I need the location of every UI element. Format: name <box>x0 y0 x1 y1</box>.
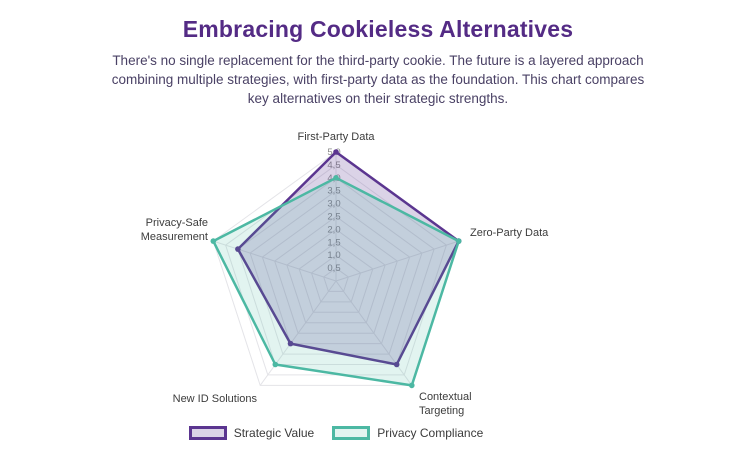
radar-tick-label: 3,0 <box>327 199 340 210</box>
radar-axis-labels: First-Party Data Zero-Party Data Contextua… <box>141 131 549 417</box>
radar-axis-label: Contextual <box>419 391 472 403</box>
radar-grid-ring <box>237 177 435 365</box>
radar-axis-label: Measurement <box>141 231 208 243</box>
radar-tick-label: 2,5 <box>327 212 340 223</box>
radar-spoke <box>259 280 337 386</box>
series-point <box>455 238 462 244</box>
radar-spoke <box>213 240 337 282</box>
radar-tick-label: 3,5 <box>327 186 340 197</box>
series-point <box>409 382 415 389</box>
radar-axis-label: New ID Solutions <box>173 393 258 405</box>
radar-chart-area: 0,51,01,52,02,53,03,54,04,55,0First-Part… <box>0 110 756 422</box>
series-point <box>272 361 279 368</box>
legend-item-privacy-compliance[interactable]: Privacy Compliance <box>332 426 483 440</box>
radar-grid-ring <box>286 228 386 324</box>
radar-tick-label: 1,5 <box>327 237 340 248</box>
radar-spoke <box>335 280 413 386</box>
series-point <box>235 246 241 252</box>
radar-axis-label: First-Party Data <box>297 131 375 143</box>
legend-swatch-strategic-value <box>188 426 227 440</box>
series-privacy-compliance <box>210 175 462 389</box>
series-point <box>333 175 339 181</box>
radar-grid-ring <box>249 190 423 355</box>
radar-spoke <box>335 240 459 282</box>
legend-label-strategic-value: Strategic Value <box>233 426 315 440</box>
radar-tick-label: 0,5 <box>327 263 340 274</box>
radar-axis-label: Privacy-Safe <box>146 217 208 229</box>
legend-swatch-privacy-compliance <box>332 426 371 440</box>
chart-legend: Strategic Value Privacy Compliance <box>0 426 672 440</box>
legend-item-strategic-value[interactable]: Strategic Value <box>188 426 315 440</box>
radar-tick-label: 4,5 <box>327 160 340 171</box>
series-polygon <box>236 150 460 366</box>
series-polygon <box>212 176 460 387</box>
page-subtitle: There's no single replacement for the th… <box>111 53 645 106</box>
radar-grid-ring <box>298 241 374 313</box>
series-point <box>210 238 217 244</box>
legend-label-privacy-compliance: Privacy Compliance <box>377 426 484 440</box>
series-point <box>333 149 339 155</box>
radar-grid-ring <box>323 267 349 292</box>
radar-grid <box>212 151 460 386</box>
radar-axis-label: Zero-Party Data <box>470 227 549 239</box>
series-point <box>287 340 294 347</box>
radar-tick-label: 2,0 <box>327 224 340 235</box>
radar-grid-ring <box>261 202 411 345</box>
radar-axis-label: Targeting <box>419 405 464 417</box>
radar-tick-label: 1,0 <box>327 250 340 261</box>
radar-chart: 0,51,01,52,02,53,03,54,04,55,0First-Part… <box>141 131 549 417</box>
series-point <box>393 361 400 368</box>
page-title: Embracing Cookieless Alternatives <box>182 16 574 42</box>
radar-grid-ring <box>310 254 362 303</box>
radar-grid-ring <box>274 215 398 334</box>
